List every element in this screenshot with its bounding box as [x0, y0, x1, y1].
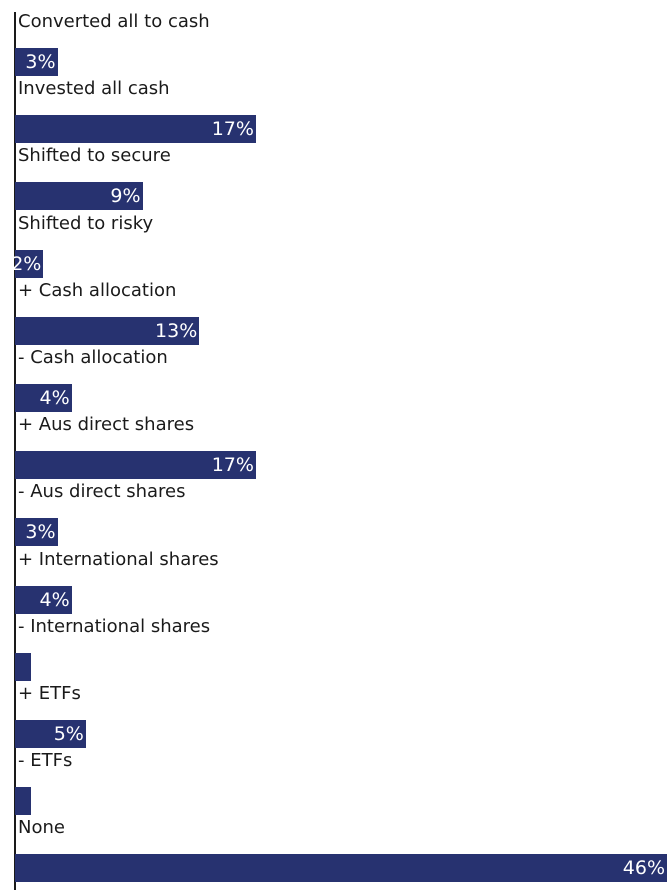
category-label: + Aus direct shares	[18, 414, 195, 436]
bar	[15, 115, 256, 144]
value-label: 9%	[110, 185, 141, 208]
bar	[15, 249, 44, 278]
value-label: 2%	[11, 252, 42, 275]
bar	[15, 384, 72, 412]
category-label: + International shares	[18, 548, 219, 570]
category-label: - ETFs	[18, 750, 73, 772]
value-label: 46%	[622, 857, 665, 880]
category-label: Shifted to risky	[18, 212, 154, 234]
value-label: 17%	[211, 118, 254, 141]
value-label: 3%	[25, 51, 56, 73]
value-label: 17%	[211, 454, 254, 477]
value-label: 13%	[155, 319, 198, 342]
category-label: + Cash allocation	[18, 279, 177, 301]
value-label: 3%	[25, 521, 56, 544]
bar	[15, 585, 72, 614]
category-label: None	[18, 817, 65, 839]
bar	[15, 316, 200, 345]
bar	[15, 720, 86, 748]
category-label: Invested all cash	[18, 78, 170, 100]
category-label: - Aus direct shares	[18, 481, 186, 503]
category-label: Converted all to cash	[18, 11, 210, 32]
category-label: Shifted to secure	[18, 145, 171, 167]
bar	[15, 182, 143, 211]
bar	[15, 451, 256, 480]
category-label: - Cash allocation	[18, 347, 168, 368]
bar	[15, 518, 58, 547]
bar	[15, 787, 31, 816]
category-label: + ETFs	[18, 683, 81, 704]
bar	[15, 854, 667, 883]
category-label: - International shares	[18, 615, 211, 637]
y-axis-line	[14, 12, 16, 890]
value-label: 4%	[39, 387, 70, 409]
value-label: 4%	[39, 588, 70, 611]
bar	[15, 652, 31, 681]
value-label: 5%	[53, 723, 84, 745]
bar	[15, 48, 58, 76]
